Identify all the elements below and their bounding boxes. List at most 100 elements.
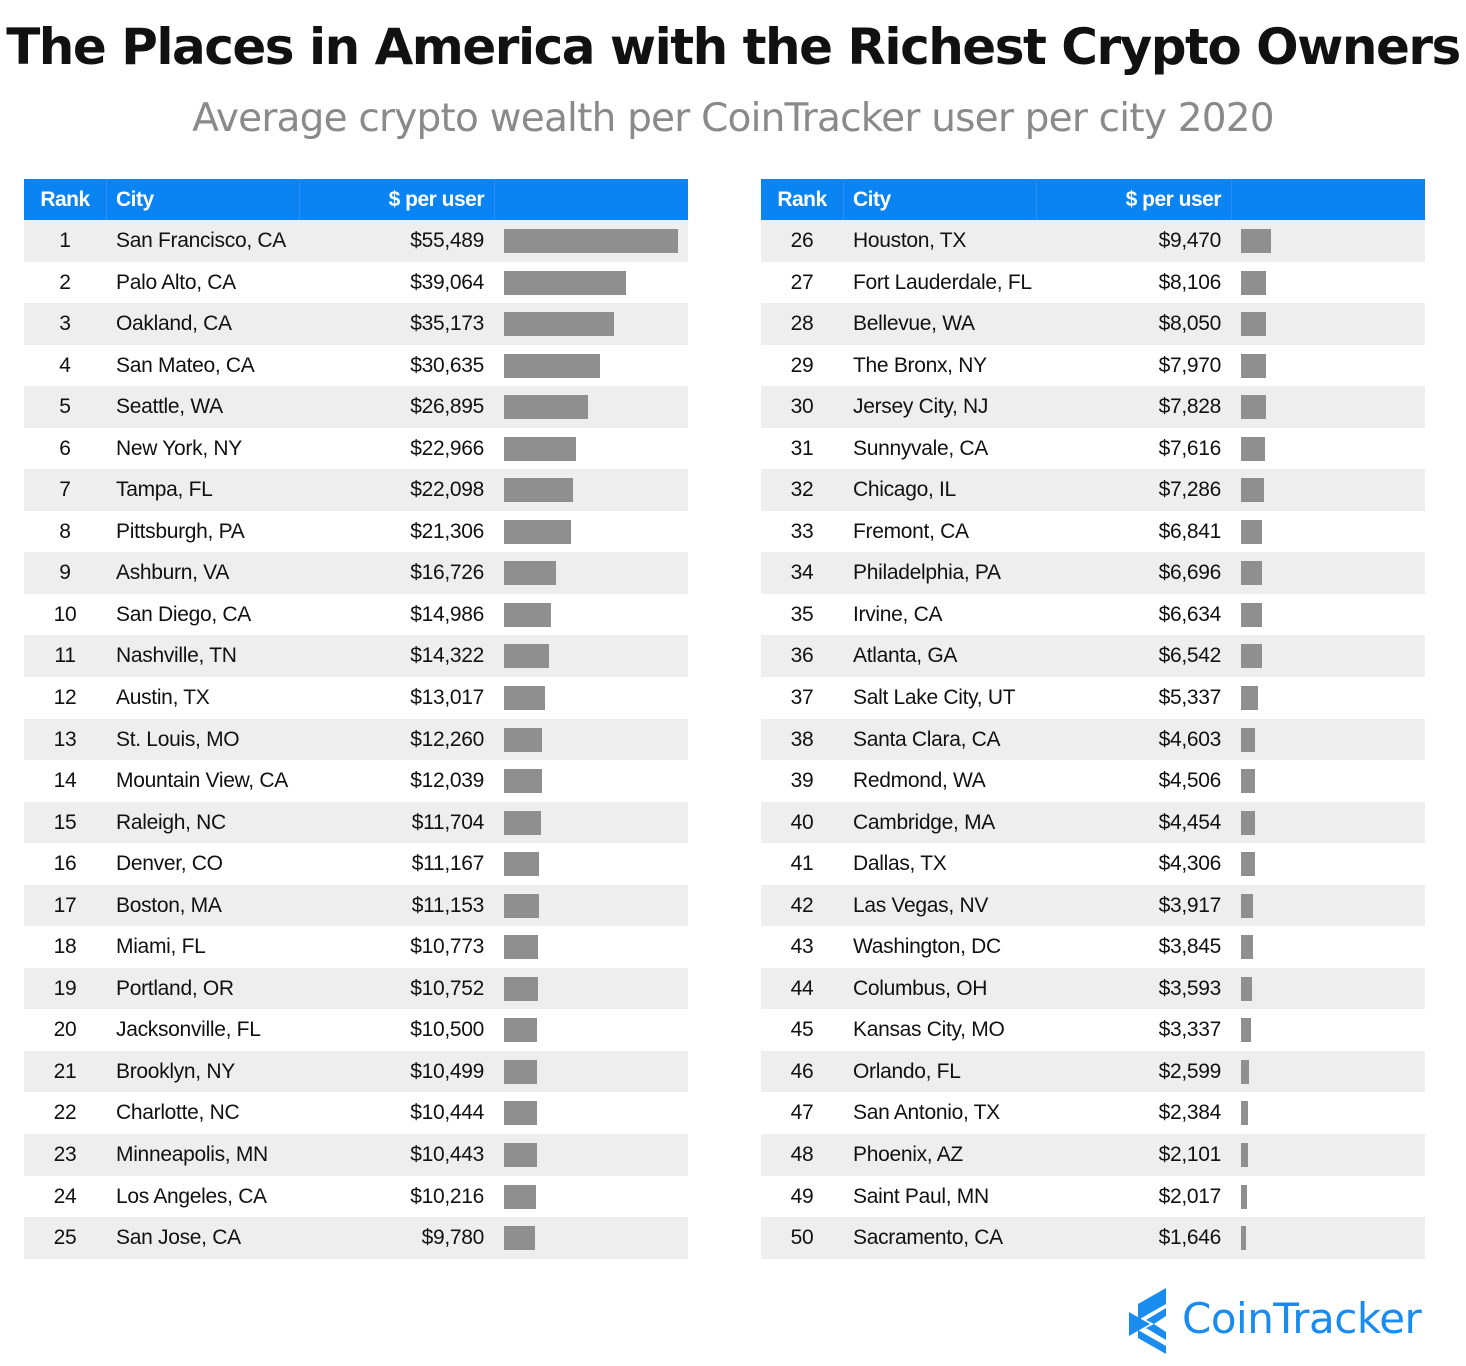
table-row: 34 Philadelphia, PA $6,696 <box>761 552 1425 594</box>
rank-cell: 14 <box>53 769 77 793</box>
table-row: 31 Sunnyvale, CA $7,616 <box>761 428 1425 470</box>
table-row: 2 Palo Alto, CA $39,064 <box>24 262 688 304</box>
city-cell: Irvine, CA <box>853 602 943 626</box>
rank-cell: 29 <box>790 353 814 377</box>
value-bar <box>504 312 614 337</box>
city-cell: Boston, MA <box>116 893 222 917</box>
value-label: $55,489 <box>410 229 484 252</box>
rank-cell: 35 <box>790 602 814 626</box>
city-cell: Sunnyvale, CA <box>853 436 989 460</box>
city-cell: Fremont, CA <box>853 519 969 543</box>
rank-cell: 17 <box>53 893 77 917</box>
rank-cell: 10 <box>53 602 77 626</box>
value-label: $3,593 <box>1158 976 1222 1000</box>
table-row: 24 Los Angeles, CA $10,216 <box>24 1176 688 1218</box>
value-bar <box>504 852 539 877</box>
value-bar <box>504 353 600 378</box>
table-row: 41 Dallas, TX $4,306 <box>761 843 1425 885</box>
value-label: $9,470 <box>1158 229 1222 252</box>
value-bar <box>504 478 573 503</box>
value-column-header: $ per user <box>388 188 485 211</box>
value-bar <box>1241 1101 1248 1126</box>
rank-cell: 42 <box>790 893 814 917</box>
value-bar <box>1241 395 1266 420</box>
value-label: $4,454 <box>1158 810 1222 834</box>
value-label: $21,306 <box>410 519 484 543</box>
city-cell: Mountain View, CA <box>116 769 288 793</box>
rank-cell: 3 <box>59 312 71 336</box>
value-bar <box>504 769 542 794</box>
value-bar <box>1241 1143 1248 1168</box>
city-cell: Saint Paul, MN <box>853 1184 989 1208</box>
city-cell: Sacramento, CA <box>853 1226 1003 1250</box>
rank-cell: 16 <box>53 852 77 876</box>
rank-cell: 41 <box>790 852 814 876</box>
city-cell: Cambridge, MA <box>853 810 995 834</box>
city-cell: Chicago, IL <box>853 478 956 502</box>
table-row: 15 Raleigh, NC $11,704 <box>24 801 688 844</box>
rank-cell: 49 <box>790 1184 814 1208</box>
value-label: $6,696 <box>1158 561 1222 585</box>
rank-cell: 47 <box>790 1101 814 1125</box>
value-label: $7,286 <box>1158 478 1222 502</box>
value-label: $3,917 <box>1158 893 1222 917</box>
rank-cell: 34 <box>790 561 814 585</box>
table-panel-right: Rank City $ per user 26 Houston, TX $9,470… <box>761 179 1425 1259</box>
value-bar <box>504 270 626 295</box>
value-label: $2,017 <box>1158 1184 1222 1208</box>
rank-cell: 28 <box>790 312 814 336</box>
table-row: 43 Washington, DC $3,845 <box>761 926 1425 968</box>
table-row: 9 Ashburn, VA $16,726 <box>24 552 688 594</box>
value-label: $7,616 <box>1158 436 1222 460</box>
value-bar <box>504 1018 537 1043</box>
table-body: 26 Houston, TX $9,470 27 Fort Lauderdale, FL… <box>761 220 1425 1259</box>
value-bar <box>1241 353 1266 378</box>
value-label: $39,064 <box>410 270 484 294</box>
value-bar <box>1241 561 1262 586</box>
table-row: 40 Cambridge, MA $4,454 <box>761 801 1425 844</box>
city-cell: Seattle, WA <box>116 395 223 419</box>
city-cell: Jersey City, NJ <box>853 395 989 419</box>
city-cell: San Mateo, CA <box>116 353 255 377</box>
value-label: $10,773 <box>410 935 484 959</box>
rank-column-header: Rank <box>777 188 827 211</box>
rank-cell: 4 <box>59 353 71 377</box>
rank-cell: 12 <box>53 686 77 710</box>
value-label: $10,500 <box>410 1018 484 1042</box>
value-label: $6,634 <box>1158 602 1222 626</box>
value-bar <box>504 727 542 752</box>
value-label: $11,704 <box>411 810 485 834</box>
value-bar <box>1241 1018 1251 1043</box>
rank-cell: 19 <box>53 976 77 1000</box>
value-bar <box>504 1226 535 1251</box>
table-row: 18 Miami, FL $10,773 <box>24 926 688 968</box>
city-cell: Oakland, CA <box>116 312 232 336</box>
city-cell: Las Vegas, NV <box>853 893 989 917</box>
value-bar <box>1241 1059 1249 1084</box>
table-row: 50 Sacramento, CA $1,646 <box>761 1217 1425 1259</box>
table-row: 25 San Jose, CA $9,780 <box>24 1217 688 1259</box>
rank-cell: 11 <box>54 644 76 668</box>
city-cell: San Jose, CA <box>116 1226 241 1250</box>
rank-cell: 24 <box>53 1184 77 1208</box>
table-header: Rank City $ per user <box>24 179 688 220</box>
value-label: $5,337 <box>1158 686 1222 710</box>
rank-cell: 30 <box>790 395 814 419</box>
city-cell: Los Angeles, CA <box>116 1184 267 1208</box>
rank-cell: 9 <box>59 561 71 585</box>
table-row: 23 Minneapolis, MN $10,443 <box>24 1134 688 1176</box>
city-cell: Raleigh, NC <box>116 810 226 834</box>
value-label: $1,646 <box>1158 1226 1222 1250</box>
rank-cell: 36 <box>790 644 814 668</box>
value-label: $12,260 <box>410 727 484 751</box>
value-label: $16,726 <box>410 561 484 585</box>
value-bar <box>1241 436 1265 461</box>
value-label: $6,841 <box>1158 519 1222 543</box>
rank-cell: 8 <box>59 519 71 543</box>
city-cell: The Bronx, NY <box>853 353 987 377</box>
table-row: 22 Charlotte, NC $10,444 <box>24 1092 688 1134</box>
header-divider <box>1036 179 1037 220</box>
value-label: $13,017 <box>410 686 484 710</box>
table-row: 10 San Diego, CA $14,986 <box>24 594 688 636</box>
value-bar <box>1241 893 1253 918</box>
